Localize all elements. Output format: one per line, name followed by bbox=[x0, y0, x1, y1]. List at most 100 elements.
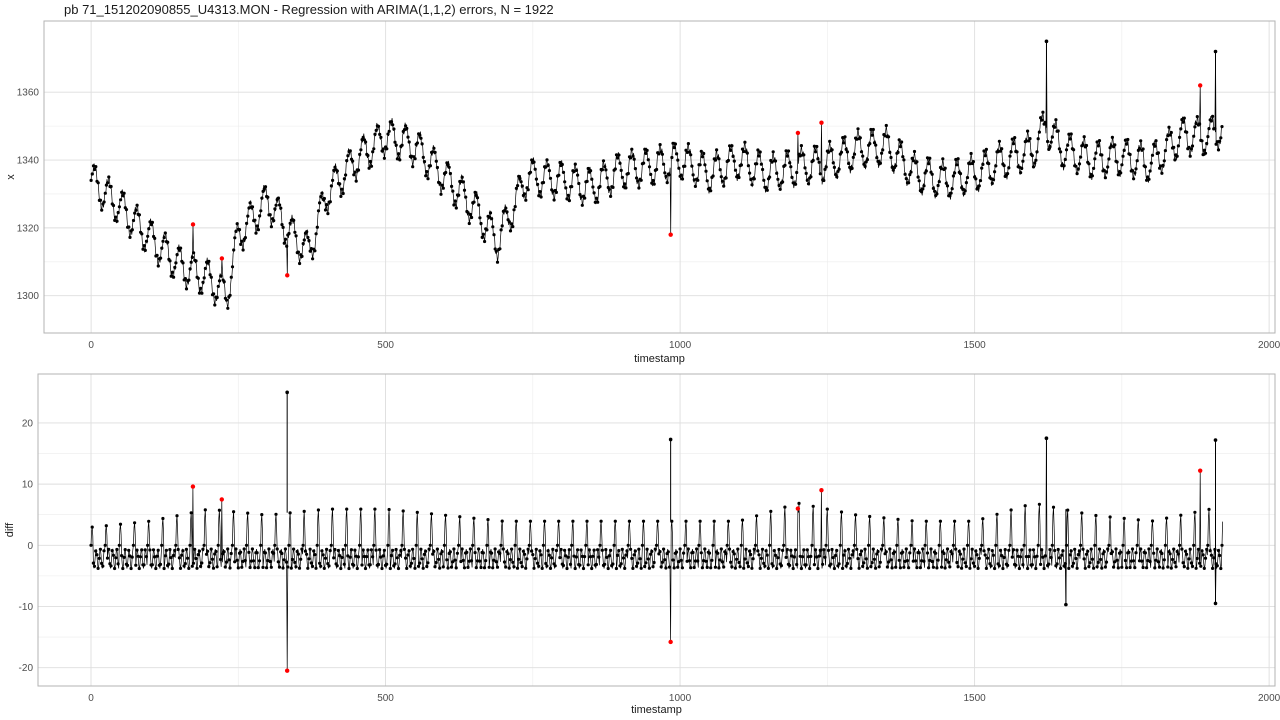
data-point bbox=[464, 195, 468, 199]
data-point bbox=[1043, 554, 1047, 558]
data-point bbox=[1104, 170, 1109, 174]
data-point bbox=[563, 548, 567, 552]
data-point bbox=[107, 175, 111, 179]
data-point bbox=[738, 565, 742, 569]
data-point bbox=[964, 564, 968, 569]
data-point bbox=[869, 565, 873, 569]
data-point bbox=[147, 519, 151, 523]
data-point bbox=[1209, 119, 1213, 123]
data-point bbox=[881, 148, 885, 152]
data-point bbox=[307, 239, 311, 243]
data-point bbox=[368, 563, 372, 567]
data-point bbox=[1064, 148, 1069, 152]
data-point bbox=[604, 548, 608, 552]
data-point bbox=[775, 566, 779, 571]
data-point bbox=[322, 196, 326, 201]
data-point bbox=[642, 161, 646, 165]
data-point bbox=[604, 168, 608, 172]
data-point bbox=[406, 135, 410, 139]
data-point bbox=[1159, 164, 1163, 168]
data-point bbox=[729, 560, 733, 564]
data-point bbox=[586, 563, 590, 567]
data-point bbox=[751, 557, 755, 561]
data-point bbox=[691, 173, 695, 177]
spike-point bbox=[1213, 49, 1218, 54]
data-point bbox=[1071, 561, 1076, 565]
data-point bbox=[742, 566, 746, 570]
data-point bbox=[393, 562, 397, 566]
data-point bbox=[1041, 110, 1045, 114]
data-point bbox=[184, 547, 188, 552]
data-point bbox=[1139, 139, 1143, 143]
data-point bbox=[441, 565, 445, 569]
data-point bbox=[914, 559, 918, 563]
data-point bbox=[448, 550, 452, 554]
data-point bbox=[816, 157, 820, 161]
data-point bbox=[585, 179, 589, 183]
data-point bbox=[453, 558, 457, 562]
data-point bbox=[837, 562, 841, 566]
data-point bbox=[703, 547, 707, 551]
data-point bbox=[525, 557, 529, 561]
spike-point bbox=[1044, 436, 1049, 441]
data-point bbox=[1185, 552, 1189, 556]
data-point bbox=[91, 561, 95, 565]
data-point bbox=[849, 566, 853, 571]
data-point bbox=[859, 150, 864, 154]
data-point bbox=[646, 557, 650, 561]
data-point bbox=[974, 549, 978, 553]
data-point bbox=[830, 547, 834, 552]
data-point bbox=[828, 139, 832, 143]
data-point bbox=[189, 511, 193, 515]
data-point bbox=[1136, 518, 1140, 522]
data-point bbox=[1110, 550, 1114, 554]
data-point bbox=[675, 152, 679, 156]
data-point bbox=[97, 556, 101, 561]
data-point bbox=[318, 201, 322, 205]
data-point bbox=[287, 231, 291, 236]
data-point bbox=[742, 149, 746, 154]
outlier-point bbox=[819, 488, 824, 493]
data-point bbox=[159, 256, 163, 260]
data-point bbox=[837, 167, 841, 171]
data-point bbox=[115, 547, 119, 552]
data-point bbox=[459, 179, 463, 184]
data-point bbox=[676, 158, 680, 162]
data-point bbox=[591, 554, 595, 558]
data-point bbox=[345, 507, 349, 511]
data-point bbox=[538, 549, 542, 553]
data-point bbox=[592, 548, 596, 552]
data-point bbox=[257, 559, 262, 563]
data-point bbox=[391, 548, 395, 553]
data-point bbox=[397, 152, 401, 156]
data-point bbox=[110, 549, 114, 553]
data-point bbox=[516, 184, 520, 188]
outlier-point bbox=[819, 120, 824, 125]
data-point bbox=[234, 229, 238, 233]
data-point bbox=[739, 163, 744, 167]
spike-point bbox=[1213, 601, 1218, 606]
data-point bbox=[229, 551, 233, 556]
data-point bbox=[223, 565, 227, 569]
data-point bbox=[366, 548, 370, 552]
data-point bbox=[294, 234, 298, 238]
data-point bbox=[1007, 548, 1011, 552]
data-point bbox=[547, 169, 552, 173]
data-point bbox=[1048, 548, 1052, 552]
data-point bbox=[468, 547, 472, 551]
data-point bbox=[468, 212, 472, 217]
data-point bbox=[154, 566, 158, 571]
spike-point bbox=[668, 437, 673, 442]
data-point bbox=[963, 189, 967, 193]
data-point bbox=[308, 547, 312, 551]
data-point bbox=[170, 566, 174, 571]
data-point bbox=[107, 547, 111, 552]
data-point bbox=[699, 551, 703, 555]
data-point bbox=[864, 557, 868, 561]
data-point bbox=[1116, 566, 1120, 570]
data-point bbox=[1024, 139, 1028, 143]
data-point bbox=[394, 143, 398, 147]
data-point bbox=[1107, 543, 1111, 547]
data-point bbox=[605, 176, 609, 180]
data-point bbox=[302, 238, 306, 242]
